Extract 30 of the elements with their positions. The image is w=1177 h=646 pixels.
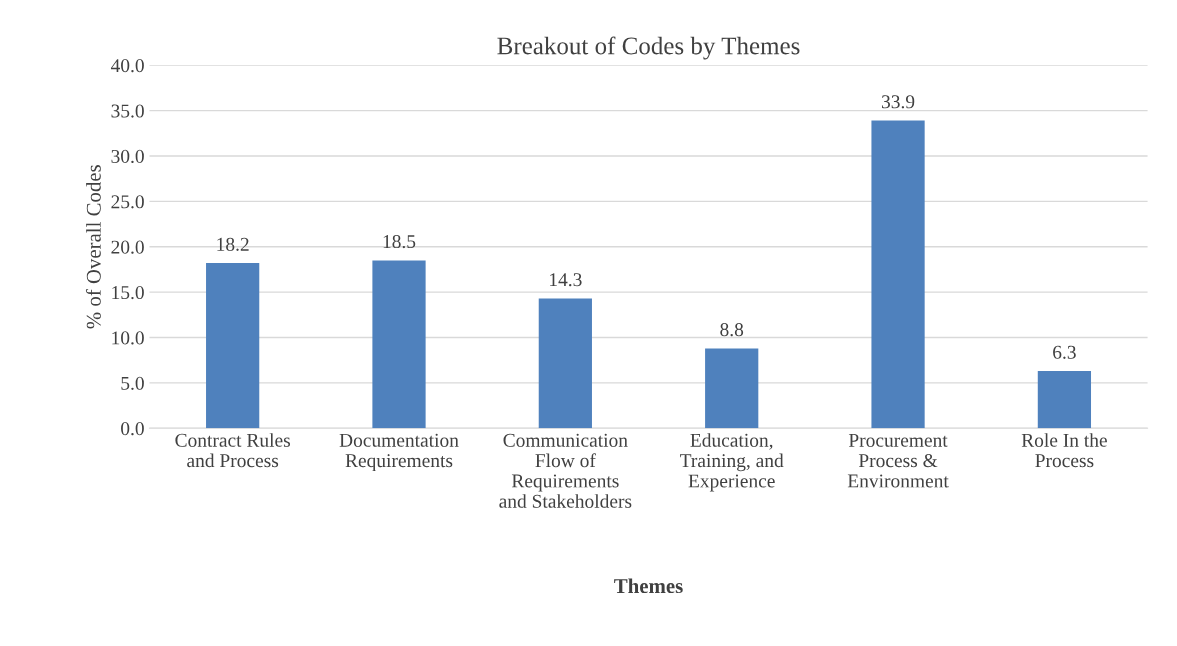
bar: [871, 120, 925, 429]
y-tick-label: 35.0: [111, 104, 144, 118]
data-label: 8.8: [720, 323, 744, 337]
data-label: 18.2: [217, 237, 249, 251]
data-label: 14.3: [550, 273, 582, 287]
bar: [1037, 371, 1092, 429]
x-tick-label: Role In the Process: [1021, 433, 1107, 468]
y-tick-label: 25.0: [111, 195, 144, 209]
data-label: 33.9: [881, 95, 915, 109]
y-tick-label: 10.0: [112, 331, 144, 345]
data-label: 18.5: [383, 234, 416, 249]
chart-title: Breakout of Codes by Themes: [497, 36, 800, 60]
y-tick-label: 15.0: [112, 285, 144, 300]
x-axis-title: Themes: [614, 578, 683, 594]
bar: [206, 263, 260, 429]
bar: [372, 260, 426, 429]
x-tick-label: Procurement Process & Environment: [847, 433, 949, 488]
y-tick-label: 5.0: [121, 376, 144, 390]
y-tick-label: 20.0: [111, 240, 144, 254]
y-tick-label: 30.0: [111, 149, 144, 164]
x-tick-label: Contract Rules and Process: [175, 433, 290, 468]
bar: [538, 298, 592, 429]
data-label: 6.3: [1053, 345, 1076, 359]
y-tick-label: 0.0: [121, 422, 144, 436]
x-tick-label: Education, Training, and Experience: [680, 433, 784, 492]
y-axis-title: % of Overall Codes: [85, 165, 101, 329]
x-tick-label: Documentation Requirements: [339, 433, 459, 472]
y-tick-label: 40.0: [110, 59, 144, 73]
bar: [705, 348, 759, 429]
x-tick-label: Communication Flow of Requirements and Stakeholders: [499, 433, 632, 508]
